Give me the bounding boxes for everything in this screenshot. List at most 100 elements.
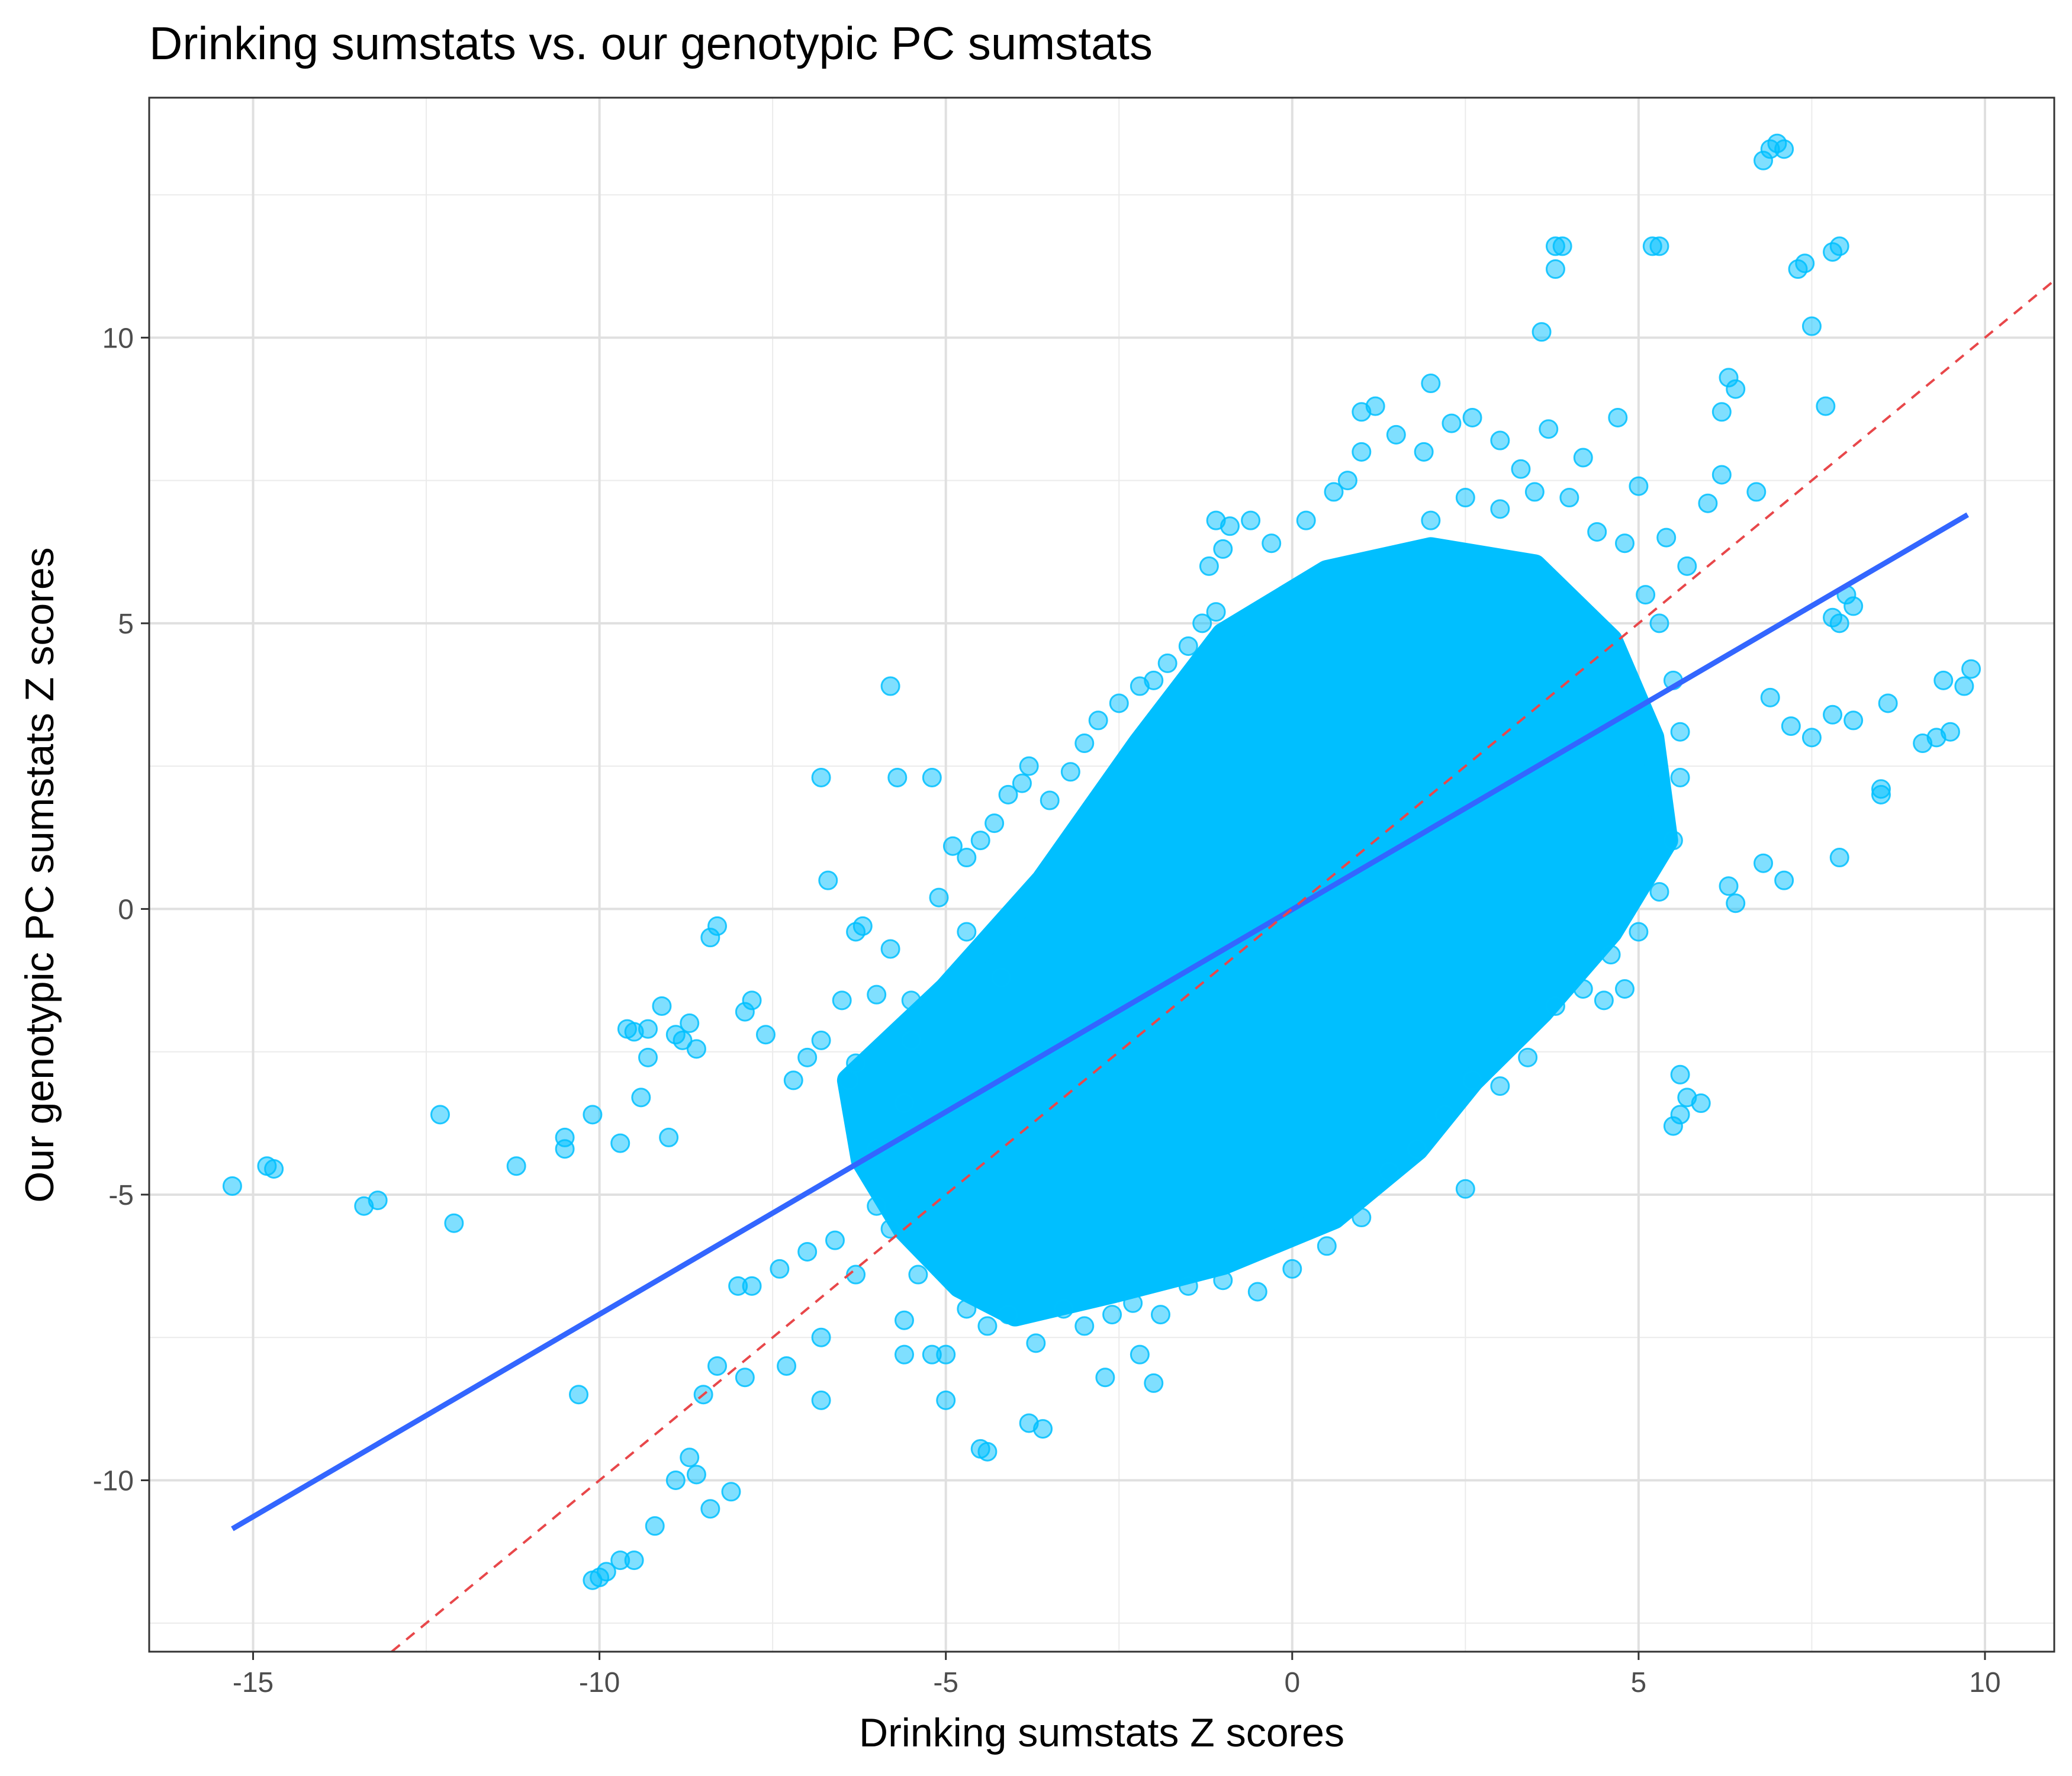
data-point xyxy=(1061,763,1079,781)
data-point xyxy=(1443,414,1460,432)
data-point xyxy=(958,1300,976,1318)
data-point xyxy=(1207,603,1225,621)
data-point xyxy=(1962,660,1980,678)
data-point xyxy=(1699,494,1717,512)
data-point xyxy=(895,1311,913,1329)
data-point xyxy=(1297,511,1315,529)
data-point xyxy=(743,1277,761,1295)
data-point xyxy=(1830,614,1848,632)
data-point xyxy=(223,1177,241,1195)
data-point xyxy=(854,917,871,935)
data-point xyxy=(1214,540,1232,558)
data-point xyxy=(784,1072,802,1089)
data-point xyxy=(736,1369,754,1386)
data-point xyxy=(507,1157,525,1175)
x-axis-ticks: -15 -10 -5 0 5 10 xyxy=(233,1652,2001,1698)
data-point xyxy=(1151,1306,1169,1324)
data-point xyxy=(937,1346,955,1363)
data-point xyxy=(1574,449,1592,466)
data-point xyxy=(702,1500,719,1518)
data-point xyxy=(369,1192,387,1209)
data-point xyxy=(757,1026,774,1044)
data-point xyxy=(958,923,976,941)
data-point xyxy=(1013,774,1031,792)
data-point xyxy=(1650,883,1668,900)
data-point xyxy=(1463,1072,1481,1089)
data-point xyxy=(1145,1374,1163,1392)
data-point xyxy=(1179,637,1197,655)
data-point xyxy=(660,1128,678,1146)
data-point xyxy=(812,1328,830,1346)
data-point xyxy=(799,1243,816,1260)
data-point xyxy=(1027,1334,1045,1352)
data-point xyxy=(1671,1066,1689,1083)
data-point xyxy=(1491,500,1509,518)
data-point xyxy=(881,940,899,958)
data-point xyxy=(1664,832,1682,850)
data-point xyxy=(1830,237,1848,255)
data-point xyxy=(1436,1106,1453,1124)
data-point xyxy=(923,768,941,786)
data-point xyxy=(1955,677,1973,695)
data-point xyxy=(930,889,948,906)
data-point xyxy=(1630,477,1648,495)
data-point xyxy=(1415,443,1433,461)
data-point xyxy=(799,1048,816,1066)
data-point xyxy=(868,986,886,1003)
data-point xyxy=(895,1346,913,1363)
data-point xyxy=(812,1031,830,1049)
data-point xyxy=(431,1106,449,1124)
data-point xyxy=(1650,237,1668,255)
data-point xyxy=(1935,671,1952,689)
data-point xyxy=(1422,375,1440,392)
y-tick-label: 5 xyxy=(118,609,134,640)
data-point xyxy=(1526,483,1543,501)
data-point xyxy=(265,1160,283,1178)
data-point xyxy=(1200,557,1218,575)
data-point xyxy=(1671,768,1689,786)
x-tick-label: -5 xyxy=(933,1667,958,1698)
x-tick-label: -15 xyxy=(233,1667,274,1698)
data-point xyxy=(1803,317,1820,335)
data-point xyxy=(1283,1260,1301,1278)
data-point xyxy=(999,1306,1017,1324)
data-point xyxy=(1650,614,1668,632)
data-point xyxy=(1775,140,1793,158)
data-point xyxy=(667,1471,684,1489)
data-point xyxy=(812,1391,830,1409)
data-point xyxy=(1463,408,1481,426)
data-point xyxy=(1817,397,1835,415)
data-point xyxy=(1263,535,1280,552)
data-point xyxy=(971,1440,989,1458)
data-point xyxy=(1830,849,1848,867)
data-point xyxy=(1546,260,1564,278)
data-point xyxy=(826,1231,844,1249)
data-point xyxy=(1609,408,1627,426)
data-point xyxy=(778,1357,796,1375)
data-point xyxy=(1588,523,1606,540)
data-point xyxy=(1824,706,1842,723)
data-point xyxy=(1103,1306,1121,1324)
data-point xyxy=(1845,712,1862,729)
data-point xyxy=(1214,1272,1232,1289)
data-point xyxy=(556,1140,574,1158)
data-point xyxy=(1381,1163,1398,1180)
data-point xyxy=(1491,1077,1509,1095)
data-point xyxy=(971,832,989,850)
data-point xyxy=(1561,489,1578,507)
data-point xyxy=(1353,1209,1370,1227)
y-axis-label: Our genotypic PC sumstats Z scores xyxy=(17,547,62,1202)
data-point xyxy=(1775,871,1793,889)
data-point xyxy=(681,1014,699,1032)
data-point xyxy=(992,969,1010,986)
data-point xyxy=(1456,1180,1474,1198)
y-tick-label: 10 xyxy=(102,323,134,354)
data-point xyxy=(812,768,830,786)
data-point xyxy=(1491,432,1509,449)
data-point xyxy=(1595,992,1613,1009)
data-point xyxy=(958,849,976,867)
data-point xyxy=(1692,1095,1710,1112)
data-point xyxy=(709,1357,726,1375)
data-point xyxy=(1553,237,1571,255)
data-point xyxy=(1616,535,1633,552)
